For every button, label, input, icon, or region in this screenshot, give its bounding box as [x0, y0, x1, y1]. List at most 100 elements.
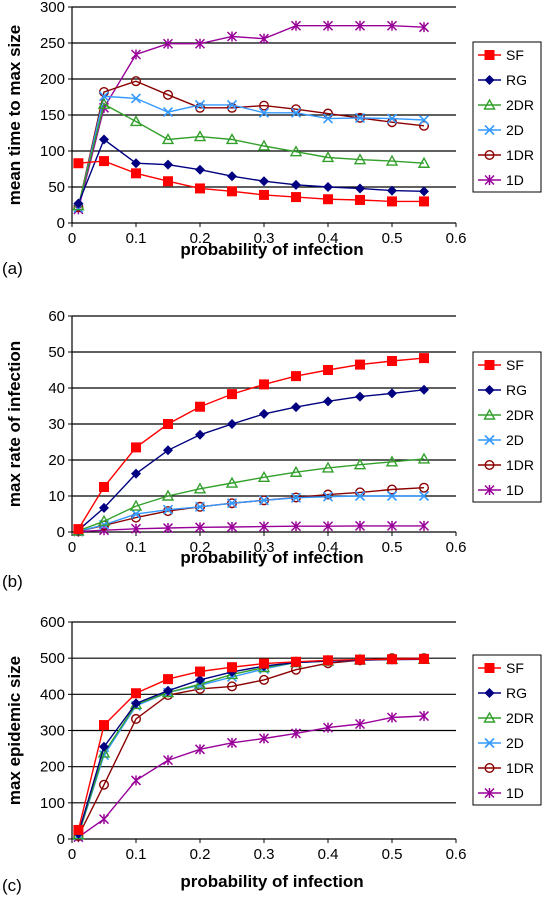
data-point [73, 198, 84, 209]
x-tick-label: 0.2 [190, 539, 211, 556]
data-point [323, 365, 333, 375]
data-point [386, 520, 398, 531]
chart-panel-3: 0 100 200 300 400 500 600 0 0.1 0.2 0.3 0.4 0.5 0.6 pr… [2, 614, 542, 895]
series-1d [73, 20, 430, 215]
x-tick-label: 0.1 [126, 846, 147, 863]
y-tick-label: 400 [40, 686, 65, 703]
y-tick-label: 20 [48, 452, 65, 469]
x-tick-label: 0 [68, 846, 76, 863]
legend-entry-2d: 2D [478, 735, 524, 751]
data-point [419, 353, 429, 364]
data-point [323, 489, 334, 500]
data-point [162, 504, 174, 515]
data-point [322, 521, 334, 532]
data-point [195, 164, 205, 175]
legend-entry-1dr: 1DR [478, 147, 534, 163]
legend-entry-rg: RG [478, 685, 527, 701]
data-point [131, 168, 141, 179]
chart-panel-1: 0 50 100 150 200 250 300 0 0.1 0.2 0.3 0.4 0.5 0.6 pro… [2, 0, 542, 278]
x-tick-label: 0.3 [254, 846, 275, 863]
data-point [193, 677, 207, 689]
data-point [419, 653, 429, 664]
data-point [99, 482, 109, 492]
y-tick-label: 100 [40, 795, 65, 812]
data-point [387, 484, 398, 495]
y-tick-label: 100 [40, 143, 65, 160]
legend-label: 2DR [506, 97, 534, 113]
legend-entry-sf: SF [478, 357, 524, 373]
y-tick-label: 40 [48, 380, 65, 397]
y-tick-label: 30 [48, 416, 65, 433]
data-point [290, 521, 302, 532]
data-point [163, 445, 173, 456]
data-point [258, 495, 270, 506]
data-point [385, 154, 399, 166]
data-point [418, 490, 430, 502]
legend-marker [484, 360, 495, 370]
series-sf [73, 653, 429, 835]
legend-label: SF [506, 47, 524, 63]
data-point [131, 442, 141, 453]
legend-entry-rg: RG [478, 72, 527, 88]
x-tick-label: 0.6 [446, 846, 467, 863]
data-point [291, 402, 301, 413]
data-point [355, 654, 365, 665]
y-tick-label: 150 [40, 107, 65, 124]
data-point [322, 113, 334, 124]
series-line [77, 715, 425, 838]
series-sf [73, 156, 429, 207]
data-point [419, 120, 430, 131]
legend-marker [484, 787, 495, 799]
series-line [77, 103, 425, 206]
legend-marker [484, 763, 495, 774]
data-point [162, 38, 174, 49]
data-point [354, 718, 366, 730]
data-point [97, 746, 111, 758]
x-tick-label: 0.5 [382, 846, 403, 863]
legend-label: 2DR [506, 407, 534, 423]
x-tick-label: 0.4 [318, 230, 339, 247]
data-point [195, 674, 205, 685]
data-point [418, 711, 430, 722]
data-point [226, 681, 237, 692]
data-point [289, 145, 303, 157]
data-point [99, 502, 109, 513]
y-tick-label: 200 [40, 759, 65, 776]
data-point [130, 523, 142, 534]
data-point [419, 482, 430, 493]
data-point [195, 429, 205, 440]
data-point [131, 468, 141, 479]
data-point [130, 76, 141, 87]
data-point [354, 520, 366, 531]
data-point [131, 158, 141, 169]
legend-label: 1DR [506, 147, 534, 163]
y-tick-label: 200 [40, 71, 65, 88]
legend-entry-1dr: 1DR [478, 760, 534, 776]
series-line [77, 658, 424, 835]
legend-entry-2dr: 2DR [478, 407, 534, 423]
data-point [257, 470, 271, 482]
data-point [387, 356, 397, 366]
data-point [194, 744, 206, 755]
legend-label: 1D [506, 785, 524, 801]
data-point [353, 153, 367, 165]
data-point [161, 133, 175, 145]
legend-entry-2dr: 2DR [478, 710, 534, 726]
data-point [291, 179, 301, 190]
series-1dr [73, 653, 430, 842]
data-point [291, 371, 301, 382]
x-tick-label: 0.1 [126, 539, 147, 556]
series-line [77, 138, 425, 204]
legend-marker [484, 460, 495, 471]
data-point [162, 755, 174, 766]
data-point [354, 112, 366, 123]
series-rg [73, 134, 429, 209]
data-point [99, 134, 109, 145]
legend-label: 2D [506, 122, 524, 138]
legend-entry-rg: RG [478, 382, 527, 398]
data-point [290, 107, 302, 118]
y-tick-label: 10 [48, 488, 65, 505]
data-point [227, 419, 237, 429]
legend-label: 2D [506, 735, 524, 751]
